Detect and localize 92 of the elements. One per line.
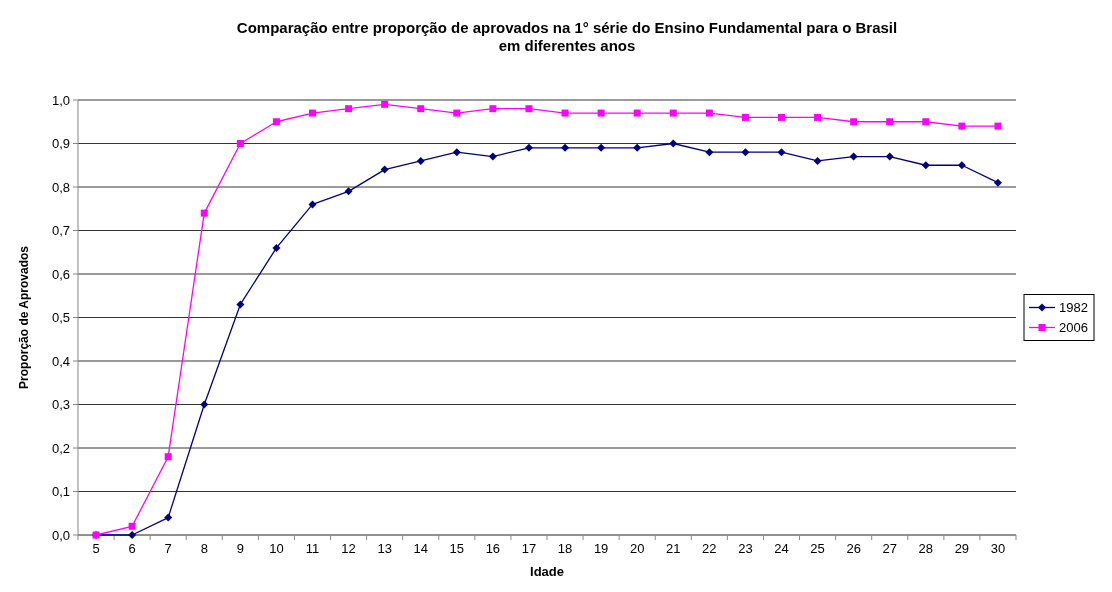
legend-label: 1982 <box>1059 300 1088 316</box>
x-tick-label: 8 <box>200 541 208 556</box>
x-tick-label: 25 <box>810 541 825 556</box>
point <box>416 156 425 165</box>
point <box>597 109 605 117</box>
x-tick-label: 27 <box>882 541 897 556</box>
y-axis-title: Proporção de Aprovados <box>17 245 31 389</box>
y-tick-label: 0,3 <box>51 397 70 413</box>
point <box>777 148 786 157</box>
point <box>417 105 425 113</box>
point <box>958 122 966 130</box>
point <box>200 400 209 409</box>
point <box>200 209 208 217</box>
point <box>849 152 858 161</box>
point <box>886 118 894 126</box>
x-tick-label: 22 <box>702 541 717 556</box>
y-tick-label: 0,7 <box>51 223 70 239</box>
x-tick-label: 15 <box>449 541 465 556</box>
point <box>633 143 642 152</box>
point <box>128 531 137 539</box>
chart-title: Comparação entre proporção de aprovados na 1° série do Ensino Fundamental para o Brasil em diferentes anos <box>236 19 898 54</box>
y-tick-label: 0,9 <box>51 136 70 152</box>
point <box>957 161 966 170</box>
x-tick-label: 24 <box>774 541 789 556</box>
x-tick-label: 16 <box>485 541 501 556</box>
point <box>345 105 353 113</box>
y-tick-label: 0,6 <box>51 266 70 282</box>
point <box>922 118 930 126</box>
x-tick-label: 10 <box>269 541 284 556</box>
y-tick-label: 0,8 <box>51 179 70 195</box>
point <box>344 187 353 196</box>
y-tick-label: 0,4 <box>51 353 70 369</box>
point <box>561 143 570 152</box>
point <box>813 156 822 165</box>
x-tick-label: 11 <box>305 541 320 556</box>
y-tick-label: 0,0 <box>51 527 70 543</box>
point <box>489 105 497 113</box>
point <box>633 109 641 117</box>
point <box>524 143 533 152</box>
x-tick-label: 21 <box>666 541 681 556</box>
point <box>452 148 461 157</box>
point <box>850 118 858 126</box>
point <box>308 200 317 209</box>
point <box>236 300 245 309</box>
point <box>705 109 713 117</box>
x-tick-label: 19 <box>593 541 609 556</box>
point <box>741 113 749 121</box>
point <box>814 113 822 121</box>
point <box>525 105 533 113</box>
point <box>381 100 389 108</box>
y-tick-label: 0,1 <box>51 484 70 500</box>
point <box>488 152 497 161</box>
x-tick-label: 30 <box>990 541 1006 556</box>
y-tick-label: 0,5 <box>51 310 70 326</box>
x-tick-label: 23 <box>738 541 753 556</box>
x-tick-label: 17 <box>521 541 537 556</box>
y-tick-label: 0,2 <box>51 440 70 456</box>
point <box>236 140 244 147</box>
x-tick-label: 28 <box>918 541 934 556</box>
point <box>597 143 606 152</box>
x-tick-label: 9 <box>236 541 244 556</box>
x-tick-label: 7 <box>164 541 172 556</box>
x-axis-title: Idade <box>530 564 564 579</box>
point <box>993 178 1002 187</box>
point <box>309 109 316 117</box>
point <box>128 522 136 530</box>
point <box>561 109 569 117</box>
point <box>885 152 894 161</box>
x-tick-label: 18 <box>557 541 573 556</box>
x-tick-label: 20 <box>629 541 645 556</box>
point <box>272 118 280 126</box>
point <box>921 161 930 170</box>
x-tick-label: 5 <box>92 541 100 556</box>
point <box>705 148 714 157</box>
point <box>272 243 281 252</box>
x-tick-label: 26 <box>846 541 861 556</box>
x-tick-label: 6 <box>128 541 136 556</box>
legend-label: 2006 <box>1059 320 1088 336</box>
x-tick-label: 29 <box>954 541 970 556</box>
y-tick-label: 1,0 <box>51 92 70 108</box>
point <box>669 139 678 148</box>
point <box>741 148 750 157</box>
point <box>994 122 1002 130</box>
point <box>164 453 172 461</box>
x-tick-label: 14 <box>413 541 428 556</box>
point <box>778 113 785 121</box>
x-tick-label: 13 <box>377 541 392 556</box>
x-tick-label: 12 <box>341 541 356 556</box>
point <box>380 165 389 174</box>
point <box>453 109 461 117</box>
point <box>164 513 173 522</box>
point <box>669 109 677 117</box>
